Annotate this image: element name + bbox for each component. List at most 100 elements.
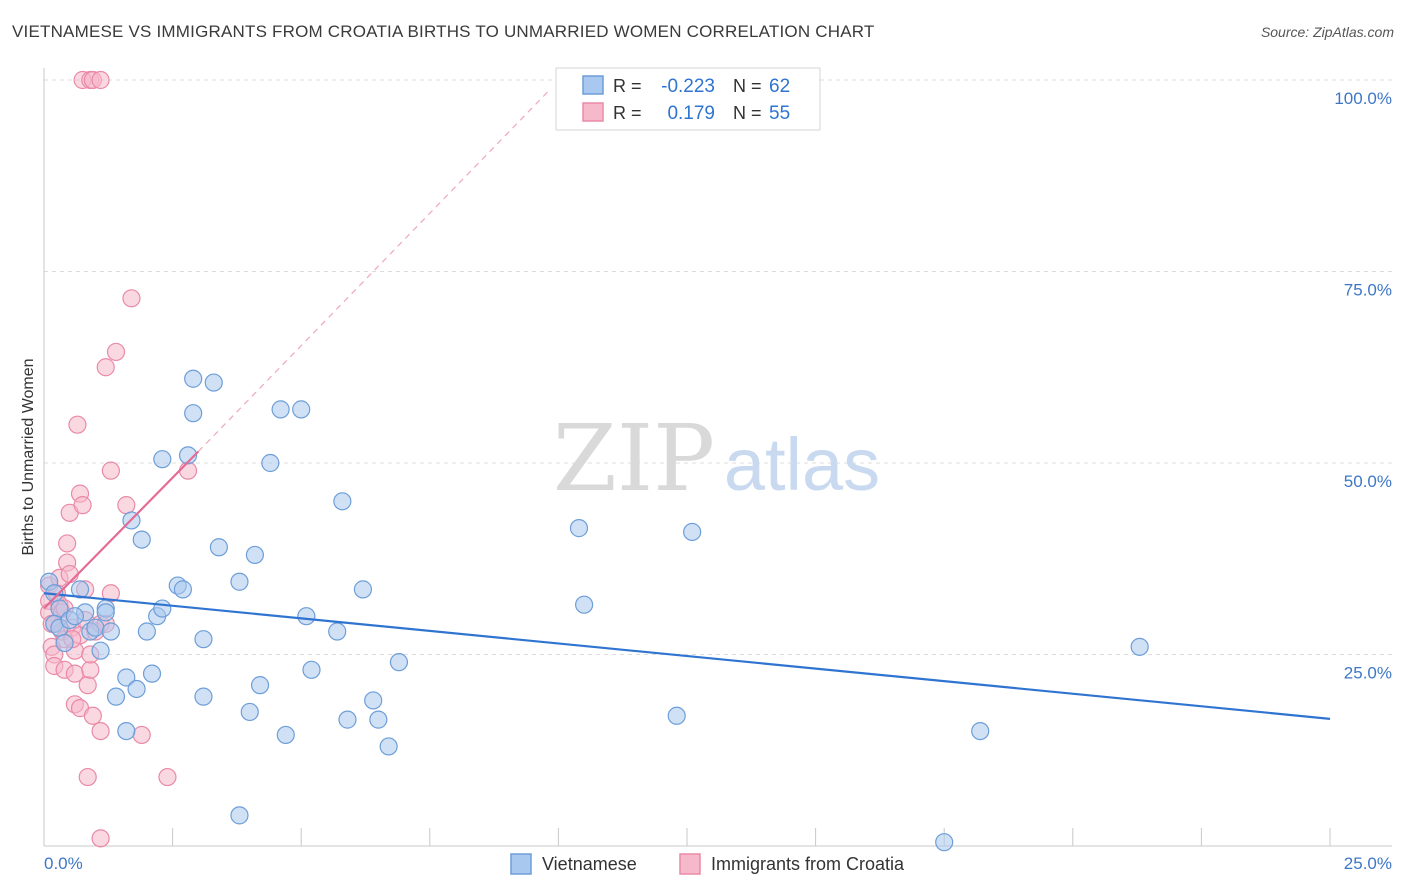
croatia-point: [58, 534, 77, 553]
croatia-point: [81, 660, 100, 679]
x-tick-label-max: 25.0%: [1344, 854, 1392, 873]
vietnamese-point: [328, 622, 347, 641]
vietnamese-point: [276, 725, 295, 745]
croatia-point: [78, 767, 97, 787]
croatia-point: [122, 289, 141, 308]
vietnamese-point: [204, 373, 223, 392]
vietnamese-point: [127, 679, 146, 699]
vietnamese-point: [245, 545, 265, 565]
watermark-zip: ZIP: [553, 405, 715, 512]
vietnamese-point: [194, 630, 213, 649]
vietnamese-point: [153, 599, 172, 618]
vietnamese-point: [935, 833, 954, 852]
croatia-point: [91, 721, 110, 741]
vietnamese-point: [297, 607, 316, 626]
vietnamese-point: [683, 522, 702, 542]
legend-label-croatia: Immigrants from Croatia: [711, 854, 905, 874]
vietnamese-point: [333, 492, 352, 511]
vietnamese-point: [971, 721, 990, 741]
x-tick-marks: [43, 828, 1331, 846]
vietnamese-point: [184, 369, 203, 388]
vietnamese-point: [389, 653, 409, 672]
vietnamese-point: [142, 664, 162, 683]
croatia-point: [78, 676, 97, 695]
y-axis-label: Births to Unmarried Women: [20, 358, 37, 555]
legend-swatch-vietnamese: [510, 853, 532, 875]
croatia-point: [91, 829, 110, 848]
vietnamese-point: [667, 706, 686, 725]
croatia-point: [91, 70, 110, 90]
vietnamese-point: [209, 538, 228, 557]
vietnamese-point: [117, 668, 136, 687]
croatia-point: [101, 461, 120, 480]
vietnamese-point: [569, 519, 589, 538]
vietnamese-point: [55, 633, 74, 653]
legend-swatch-croatia: [679, 853, 701, 875]
croatia-point: [68, 415, 87, 434]
axes: [43, 68, 1392, 847]
vietnamese-point: [240, 702, 259, 722]
stats-r-value-2: 0.179: [667, 103, 715, 124]
croatia-point: [117, 496, 136, 515]
croatia-point: [60, 564, 79, 584]
vietnamese-point: [101, 622, 120, 641]
source-credit: Source: ZipAtlas.com: [1260, 24, 1394, 40]
vietnamese-point: [379, 737, 398, 756]
vietnamese-point: [65, 607, 84, 626]
vietnamese-point: [250, 676, 270, 695]
vietnamese-point: [353, 580, 373, 599]
croatia-point: [178, 461, 198, 480]
bottom-legend: Vietnamese Immigrants from Croatia: [510, 853, 905, 875]
trend-lines: [43, 91, 1331, 720]
vietnamese-point: [194, 687, 213, 706]
vietnamese-point: [230, 806, 249, 825]
vietnamese-point: [184, 404, 203, 423]
vietnamese-point: [1130, 637, 1149, 656]
stats-n-value-2: 55: [769, 103, 790, 124]
vietnamese-point: [91, 641, 110, 660]
vietnamese-point: [173, 580, 192, 599]
vietnamese-point: [302, 660, 321, 679]
croatia-point: [96, 358, 115, 377]
y-tick-label: 75.0%: [1344, 281, 1392, 300]
y-tick-label: 100.0%: [1334, 89, 1392, 108]
trend-line-croatia-extrapolated: [197, 91, 549, 452]
vietnamese-point: [364, 691, 383, 710]
vietnamese-point: [137, 622, 156, 641]
vietnamese-point: [271, 400, 290, 419]
stats-n-label-2: N =: [733, 103, 762, 123]
vietnamese-point: [230, 572, 249, 591]
trend-line-vietnamese: [43, 592, 1331, 720]
vietnamese-point: [106, 687, 126, 706]
stats-n-value-1: 62: [769, 76, 790, 97]
stats-r-label-1: R =: [613, 76, 642, 96]
y-tick-label: 25.0%: [1344, 664, 1392, 683]
vietnamese-point: [178, 446, 198, 465]
vietnamese-point: [86, 618, 105, 637]
vietnamese-point: [338, 710, 357, 729]
stats-swatch-vietnamese: [582, 75, 604, 95]
vietnamese-point: [117, 721, 136, 741]
vietnamese-point: [261, 453, 280, 473]
stats-r-value-1: -0.223: [661, 76, 715, 97]
watermark: ZIP atlas: [553, 405, 880, 512]
vietnamese-point: [132, 530, 151, 549]
croatia-point: [83, 706, 102, 725]
chart-title: VIETNAMESE VS IMMIGRANTS FROM CROATIA BI…: [12, 22, 875, 41]
x-tick-label-min: 0.0%: [44, 854, 83, 873]
stats-n-label-1: N =: [733, 76, 762, 96]
croatia-point: [132, 725, 151, 745]
croatia-point: [158, 767, 177, 787]
vietnamese-point: [153, 450, 172, 469]
watermark-atlas: atlas: [724, 423, 880, 506]
stats-legend: R = -0.223 N = 62 R = 0.179 N = 55: [555, 67, 821, 131]
croatia-point: [73, 496, 92, 515]
stats-r-label-2: R =: [613, 103, 642, 123]
x-tick-labels: 0.0% 25.0%: [44, 854, 1392, 873]
stats-swatch-croatia: [582, 102, 604, 122]
y-tick-labels: 25.0% 50.0% 75.0% 100.0%: [1334, 89, 1392, 683]
trend-line-croatia: [43, 450, 200, 610]
vietnamese-point: [70, 580, 90, 599]
legend-label-vietnamese: Vietnamese: [542, 854, 637, 874]
